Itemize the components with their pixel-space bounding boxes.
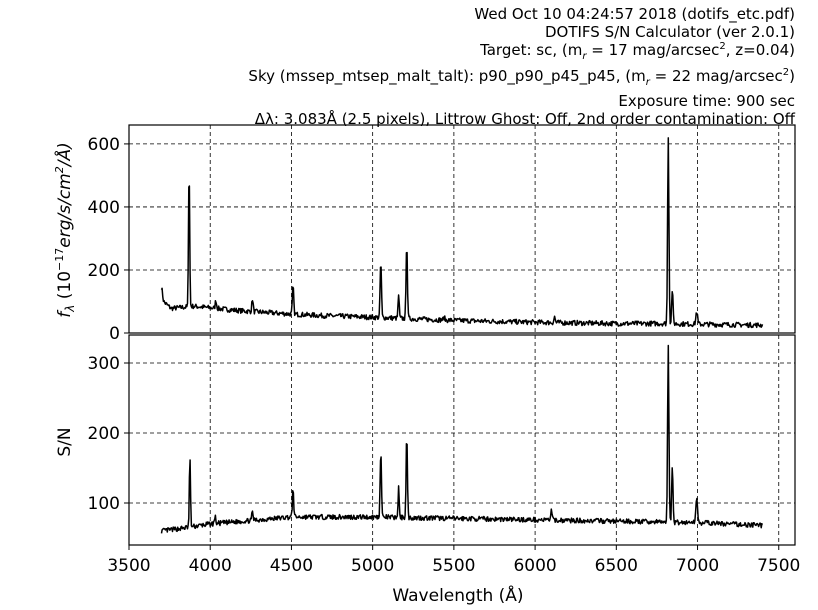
x-tick-label: 7000 (676, 556, 719, 576)
spectrum-line (160, 344, 764, 534)
header-exposure: Exposure time: 900 sec (618, 91, 795, 110)
x-tick-label: 6500 (595, 556, 638, 576)
x-tick-label: 3500 (107, 556, 150, 576)
y-tick-label: 300 (88, 354, 120, 374)
y-tick-label: 200 (88, 261, 120, 281)
x-tick-label: 6000 (513, 556, 556, 576)
header-calculator: DOTIFS S/N Calculator (ver 2.0.1) (544, 23, 795, 42)
x-axis: 3500 4000 4500 5000 5500 6000 6500 7000 7500 (107, 545, 800, 576)
x-axis-label: Wavelength (Å) (392, 584, 523, 606)
header-target: Target: sc, (mr = 17 mag/arcsec2, z=0.04… (480, 41, 795, 63)
x-tick-label: 4500 (270, 556, 313, 576)
header-date: Wed Oct 10 04:24:57 2018 (dotifs_etc.pdf… (474, 5, 795, 23)
x-tick-label: 7500 (757, 556, 800, 576)
plot-header: Wed Oct 10 04:24:57 2018 (dotifs_etc.pdf… (248, 5, 795, 128)
y-tick-label: 100 (88, 494, 120, 514)
y-tick-label: 600 (88, 135, 120, 155)
x-tick-label: 5000 (351, 556, 394, 576)
panel-frame (128, 124, 796, 334)
sn-y-axis-label: S/N (55, 427, 75, 456)
y-tick-label: 200 (88, 424, 120, 444)
x-tick-label: 5500 (432, 556, 475, 576)
y-tick-label: 400 (88, 198, 120, 218)
y-tick-label: 0 (109, 324, 120, 344)
x-tick-label: 4000 (189, 556, 232, 576)
header-sky: Sky (mssep_mtsep_malt_talt): p90_p90_p45… (248, 66, 795, 88)
flux-panel: 0 200 400 600 (88, 124, 796, 344)
spectrum-line (160, 137, 764, 329)
grid (128, 125, 795, 334)
flux-y-axis-label: fλ (10−17erg/s/cm2/Å) (53, 142, 77, 317)
sn-panel: 100 200 300 (88, 334, 796, 546)
panel-frame (128, 334, 796, 546)
header-resolution: Δλ: 3.083Å (2.5 pixels), Littrow Ghost: … (254, 110, 795, 129)
